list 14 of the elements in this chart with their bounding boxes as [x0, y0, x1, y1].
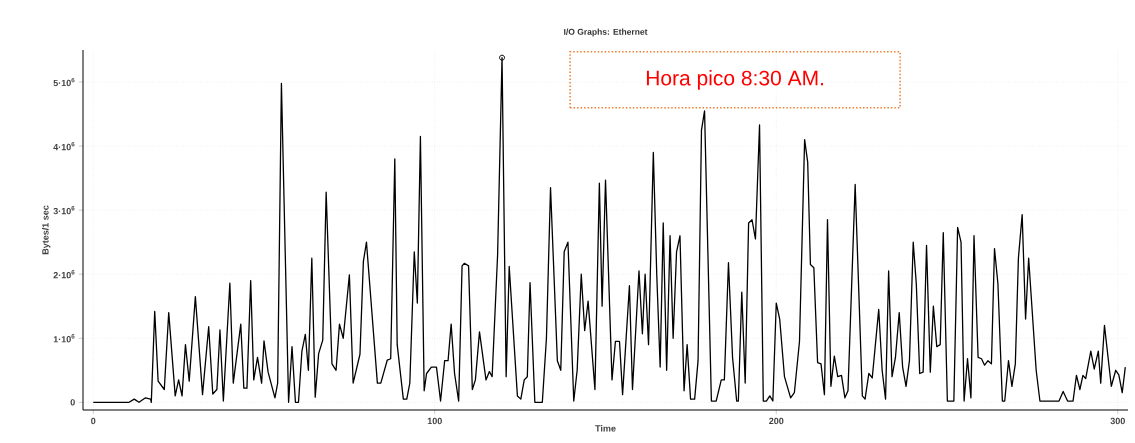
y-tick-label: 0 — [70, 399, 75, 406]
y-tick-label: 4·10$^{6}$ — [53, 141, 75, 151]
y-tick-label: 5·10$^{6}$ — [53, 77, 75, 87]
x-axis-title: Time — [595, 425, 616, 432]
x-tick-label: 0 — [91, 417, 96, 425]
chart-title: I/O Graphs: Ethernet — [564, 28, 648, 37]
x-tick-label: 300 — [1110, 417, 1125, 425]
x-tick-label: 100 — [427, 417, 442, 425]
annotation: Hora pico 8:30 AM. — [646, 70, 824, 90]
y-tick-label: 3·10$^{6}$ — [53, 205, 75, 215]
y-tick-label: 1·10$^{6}$ — [53, 334, 75, 343]
y-tick-label: 2·10$^{6}$ — [53, 270, 75, 279]
x-tick-label: 200 — [769, 417, 784, 425]
y-axis-title: Bytes/1 sec — [41, 205, 51, 255]
